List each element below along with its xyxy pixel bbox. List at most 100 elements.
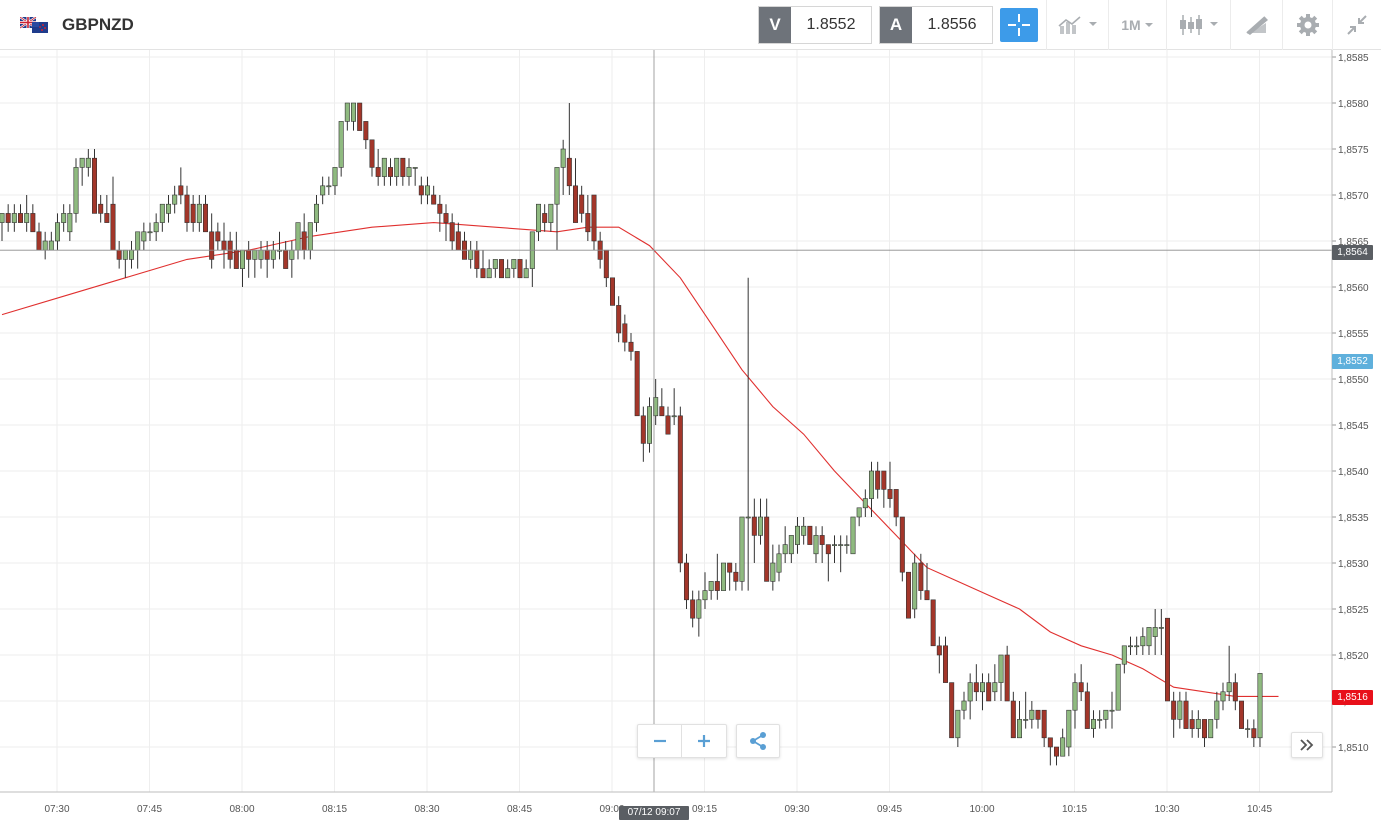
candle-body xyxy=(535,203,541,233)
candle xyxy=(246,241,252,278)
candle-body xyxy=(979,682,985,693)
candle xyxy=(961,691,967,720)
candle xyxy=(659,388,665,417)
candle-body xyxy=(1220,691,1226,702)
crosshair-button[interactable] xyxy=(1000,8,1038,42)
candle-body xyxy=(782,544,788,555)
candle-body xyxy=(98,203,104,214)
candle xyxy=(609,277,615,306)
candle-body xyxy=(1010,700,1016,739)
candle xyxy=(1232,673,1238,711)
candle xyxy=(443,204,449,241)
candle xyxy=(819,526,825,563)
candle xyxy=(714,553,720,600)
price-chart[interactable]: 1,8585 1,8580 1,8575 1,8570 1,8565 1,8560 1,85… xyxy=(0,50,1381,820)
candle-body xyxy=(104,213,110,223)
candle-body xyxy=(868,470,874,499)
candle xyxy=(720,562,726,591)
candle-body xyxy=(905,571,911,619)
sell-quote-button[interactable]: V 1.8552 xyxy=(758,6,872,44)
instrument-selector[interactable]: GBPNZD xyxy=(20,0,134,50)
candle xyxy=(603,249,609,287)
zoom-in-button[interactable] xyxy=(682,725,726,757)
candle-body xyxy=(431,194,437,205)
x-tick-label: 08:00 xyxy=(229,804,254,815)
chart-type-dropdown[interactable] xyxy=(1046,0,1108,50)
zoom-out-button[interactable] xyxy=(638,725,682,757)
candle xyxy=(973,664,979,701)
candle xyxy=(1171,691,1177,738)
candle-body xyxy=(129,249,135,260)
candle-body xyxy=(844,544,850,546)
candle xyxy=(289,241,295,278)
x-tick-label: 07:45 xyxy=(137,804,162,815)
candle-body xyxy=(912,562,918,610)
candle-body xyxy=(659,406,665,417)
candle-body xyxy=(301,231,307,251)
share-button[interactable] xyxy=(736,724,780,758)
candle-body xyxy=(739,516,745,582)
candle-body xyxy=(1171,700,1177,720)
buy-quote-button[interactable]: A 1.8556 xyxy=(879,6,993,44)
candle-body xyxy=(375,167,381,177)
candle xyxy=(1103,709,1109,729)
candle-body xyxy=(418,185,424,196)
candle xyxy=(591,194,597,251)
settings-button[interactable] xyxy=(1282,0,1332,50)
candle xyxy=(862,489,868,517)
candle xyxy=(431,185,437,205)
candle-body xyxy=(67,213,73,233)
candle-body xyxy=(295,222,301,251)
last-price-label: 1,8516 xyxy=(1332,690,1373,705)
candle xyxy=(640,406,646,462)
candle xyxy=(5,204,11,232)
candle xyxy=(381,157,387,186)
candle xyxy=(542,204,548,232)
double-chevron-right-icon xyxy=(1300,739,1314,751)
candle xyxy=(363,121,369,149)
candle xyxy=(1041,709,1047,747)
candle xyxy=(54,213,60,251)
y-tick-label: 1,8580 xyxy=(1338,99,1369,110)
candle xyxy=(616,296,622,343)
candle-style-dropdown[interactable] xyxy=(1166,0,1230,50)
candle xyxy=(764,498,770,582)
candle xyxy=(67,204,73,241)
candle xyxy=(696,590,702,637)
scroll-to-latest-button[interactable] xyxy=(1291,732,1323,758)
timeframe-label: 1M xyxy=(1121,17,1141,33)
candle-body xyxy=(357,102,363,131)
candle xyxy=(1140,627,1146,655)
candle-body xyxy=(73,167,79,214)
candle-body xyxy=(961,700,967,711)
x-tick-label: 10:00 xyxy=(969,804,994,815)
candle-body xyxy=(875,470,881,490)
candle-body xyxy=(825,544,831,555)
candle-body xyxy=(653,397,659,417)
drawing-tools-button[interactable] xyxy=(1230,0,1282,50)
candle xyxy=(1054,746,1060,766)
candle xyxy=(671,388,677,425)
candle xyxy=(1177,691,1183,729)
candle-body xyxy=(640,415,646,444)
candle-body xyxy=(42,240,48,251)
candle-body xyxy=(159,203,165,223)
candle-body xyxy=(344,102,350,122)
candle xyxy=(221,222,227,269)
candle-body xyxy=(764,516,770,582)
timeframe-dropdown[interactable]: 1M xyxy=(1108,0,1166,50)
candle-body xyxy=(332,167,338,187)
candle xyxy=(653,379,659,425)
candle xyxy=(893,489,899,527)
candle-body xyxy=(542,213,548,223)
candle xyxy=(1226,645,1232,701)
candle xyxy=(745,277,751,591)
candle-body xyxy=(942,645,948,683)
fullscreen-toggle-button[interactable] xyxy=(1332,0,1381,50)
candle-body xyxy=(54,222,60,242)
candle xyxy=(394,157,400,186)
candle xyxy=(1035,709,1041,729)
candle xyxy=(461,231,467,260)
candle-body xyxy=(172,194,178,205)
x-tick-label: 08:45 xyxy=(507,804,532,815)
